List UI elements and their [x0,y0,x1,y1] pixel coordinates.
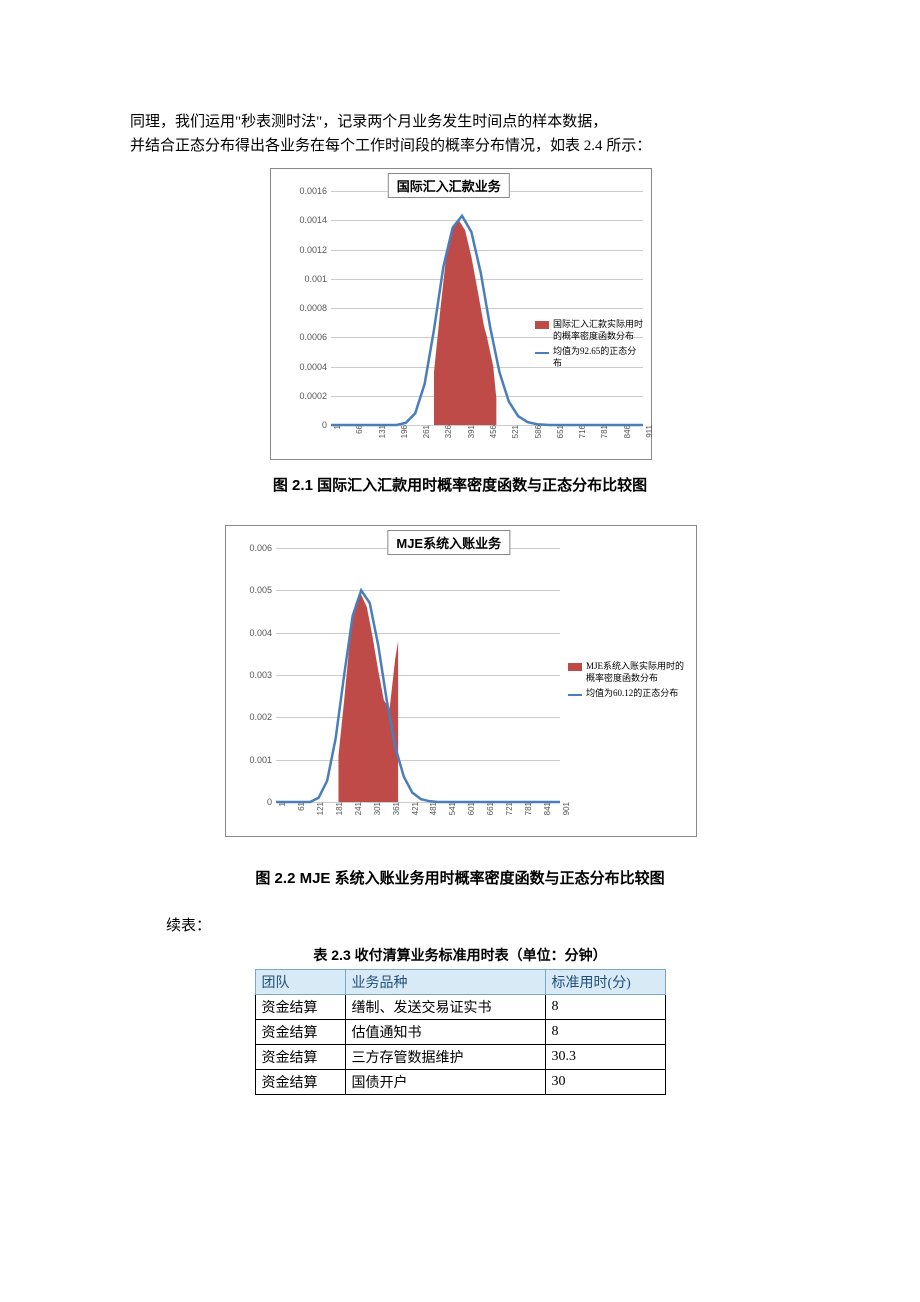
xtick-label: 911 [643,425,654,438]
xtick-label: 601 [465,802,476,815]
xtick-label: 541 [446,802,457,815]
ytick-label: 0 [322,420,331,430]
table-cell: 30.3 [545,1045,665,1070]
table-cell: 资金结算 [255,1070,345,1095]
page: 同理，我们运用"秒表测时法"，记录两个月业务发生时间点的样本数据， 并结合正态分… [0,0,920,1195]
ytick-label: 0.002 [249,712,276,722]
chart2-plot-area: 00.0010.0020.0030.0040.0050.006161121181… [276,548,560,802]
xtick-label: 716 [576,425,587,438]
ytick-label: 0.0006 [299,332,331,342]
ytick-label: 0.0004 [299,362,331,372]
xtick-label: 421 [409,802,420,815]
xtick-label: 901 [560,802,571,815]
xtick-label: 521 [509,425,520,438]
ytick-label: 0.004 [249,628,276,638]
ytick-label: 0.0014 [299,215,331,225]
xtick-label: 481 [427,802,438,815]
ytick-label: 0.006 [249,543,276,553]
xtick-label: 261 [420,425,431,438]
table-cell: 8 [545,1020,665,1045]
ytick-label: 0.0008 [299,303,331,313]
ytick-label: 0.001 [304,274,331,284]
chart1-frame: 国际汇入汇款业务 00.00020.00040.00060.00080.0010… [270,168,652,460]
xtick-label: 181 [333,802,344,815]
table-2-3: 团队业务品种标准用时(分)资金结算缮制、发送交易证实书8资金结算估值通知书8资金… [255,969,666,1095]
ytick-label: 0.0016 [299,186,331,196]
xtick-label: 326 [442,425,453,438]
xtick-label: 586 [532,425,543,438]
caption-2-2: 图 2.2 MJE 系统入账业务用时概率密度函数与正态分布比较图 [130,867,790,888]
xtick-label: 361 [390,802,401,815]
ytick-label: 0.0002 [299,391,331,401]
chart2-frame: MJE系统入账业务 00.0010.0020.0030.0040.0050.00… [225,525,697,837]
chart1-title: 国际汇入汇款业务 [388,173,510,198]
xtick-label: 846 [621,425,632,438]
intro-paragraph: 同理，我们运用"秒表测时法"，记录两个月业务发生时间点的样本数据， 并结合正态分… [130,110,790,158]
table-cell: 资金结算 [255,1020,345,1045]
table-header-row: 团队业务品种标准用时(分) [255,970,665,995]
xtick-label: 66 [353,425,364,434]
chart2-normal-curve [276,548,560,802]
table-row: 资金结算估值通知书8 [255,1020,665,1045]
caption-2-1: 图 2.1 国际汇入汇款用时概率密度函数与正态分布比较图 [130,474,790,495]
xtick-label: 121 [314,802,325,815]
table-cell: 国债开户 [345,1070,545,1095]
xtick-label: 61 [295,802,306,811]
table-cell: 30 [545,1070,665,1095]
table-row: 资金结算三方存管数据维护30.3 [255,1045,665,1070]
xtick-label: 781 [522,802,533,815]
legend-line-swatch [568,690,582,698]
table-cell: 资金结算 [255,1045,345,1070]
chart-legend: MJE系统入账实际用时的概率密度函数分布均值为60.12的正态分布 [568,661,688,704]
xtick-label: 841 [541,802,552,815]
ytick-label: 0.001 [249,755,276,765]
para-line1: 同理，我们运用"秒表测时法"，记录两个月业务发生时间点的样本数据， [130,114,607,130]
legend-item: MJE系统入账实际用时的概率密度函数分布 [568,661,688,684]
xtick-label: 241 [352,802,363,815]
legend-label: MJE系统入账实际用时的概率密度函数分布 [586,661,688,684]
xtick-label: 196 [398,425,409,438]
xtick-label: 721 [503,802,514,815]
chart1-normal-curve [331,191,643,425]
continued-label: 续表： [136,914,790,935]
chart1-container: 国际汇入汇款业务 00.00020.00040.00060.00080.0010… [270,168,650,460]
table-row: 资金结算缮制、发送交易证实书8 [255,995,665,1020]
table-cell: 估值通知书 [345,1020,545,1045]
table-cell: 8 [545,995,665,1020]
table-cell: 缮制、发送交易证实书 [345,995,545,1020]
chart1-plot-area: 00.00020.00040.00060.00080.0010.00120.00… [331,191,643,425]
ytick-label: 0.0012 [299,245,331,255]
table-header-cell: 团队 [255,970,345,995]
ytick-label: 0.003 [249,670,276,680]
table-wrap: 团队业务品种标准用时(分)资金结算缮制、发送交易证实书8资金结算估值通知书8资金… [240,969,680,1095]
chart2-container: MJE系统入账业务 00.0010.0020.0030.0040.0050.00… [225,525,695,837]
table-header-cell: 标准用时(分) [545,970,665,995]
chart2-title: MJE系统入账业务 [387,530,510,555]
legend-label: 均值为60.12的正态分布 [586,688,688,700]
xtick-label: 131 [376,425,387,438]
xtick-label: 661 [484,802,495,815]
xtick-label: 301 [371,802,382,815]
table-cell: 三方存管数据维护 [345,1045,545,1070]
table-row: 资金结算国债开户30 [255,1070,665,1095]
para-line2: 并结合正态分布得出各业务在每个工作时间段的概率分布情况，如表 2.4 所示： [130,138,651,154]
ytick-label: 0 [267,797,276,807]
xtick-label: 651 [554,425,565,438]
legend-item: 均值为60.12的正态分布 [568,688,688,700]
table-header-cell: 业务品种 [345,970,545,995]
legend-swatch [568,663,582,671]
ytick-label: 0.005 [249,585,276,595]
xtick-label: 456 [487,425,498,438]
table-cell: 资金结算 [255,995,345,1020]
xtick-label: 781 [598,425,609,438]
xtick-label: 391 [465,425,476,438]
table-caption: 表 2.3 收付清算业务标准用时表（单位：分钟） [130,945,790,965]
